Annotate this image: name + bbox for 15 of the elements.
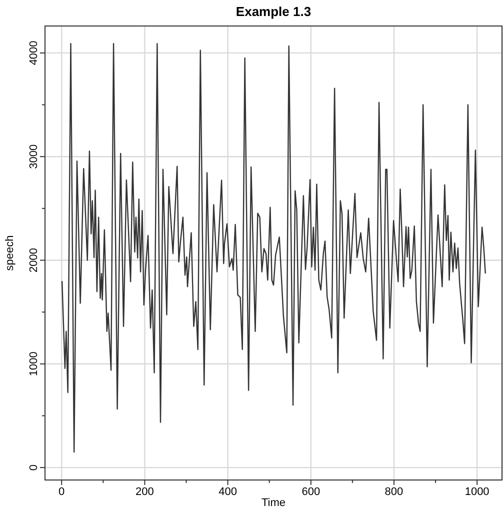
y-tick-label: 4000 xyxy=(28,40,40,66)
line-series xyxy=(61,43,486,453)
x-tick-label: 600 xyxy=(302,486,320,498)
x-tick-label: 200 xyxy=(136,486,154,498)
x-tick-label: 0 xyxy=(58,486,65,498)
x-tick-label: 400 xyxy=(218,486,237,498)
y-tick-label: 1000 xyxy=(28,352,40,376)
y-tick-label: 2000 xyxy=(28,248,40,272)
x-axis-title: Time xyxy=(261,497,286,509)
chart-title: Example 1.3 xyxy=(236,4,312,19)
y-tick-label: 3000 xyxy=(28,144,40,169)
x-tick-label: 1000 xyxy=(464,486,490,498)
y-tick-label: 0 xyxy=(28,464,40,471)
y-axis-title: speech xyxy=(4,235,16,271)
x-tick-label: 800 xyxy=(384,486,404,498)
